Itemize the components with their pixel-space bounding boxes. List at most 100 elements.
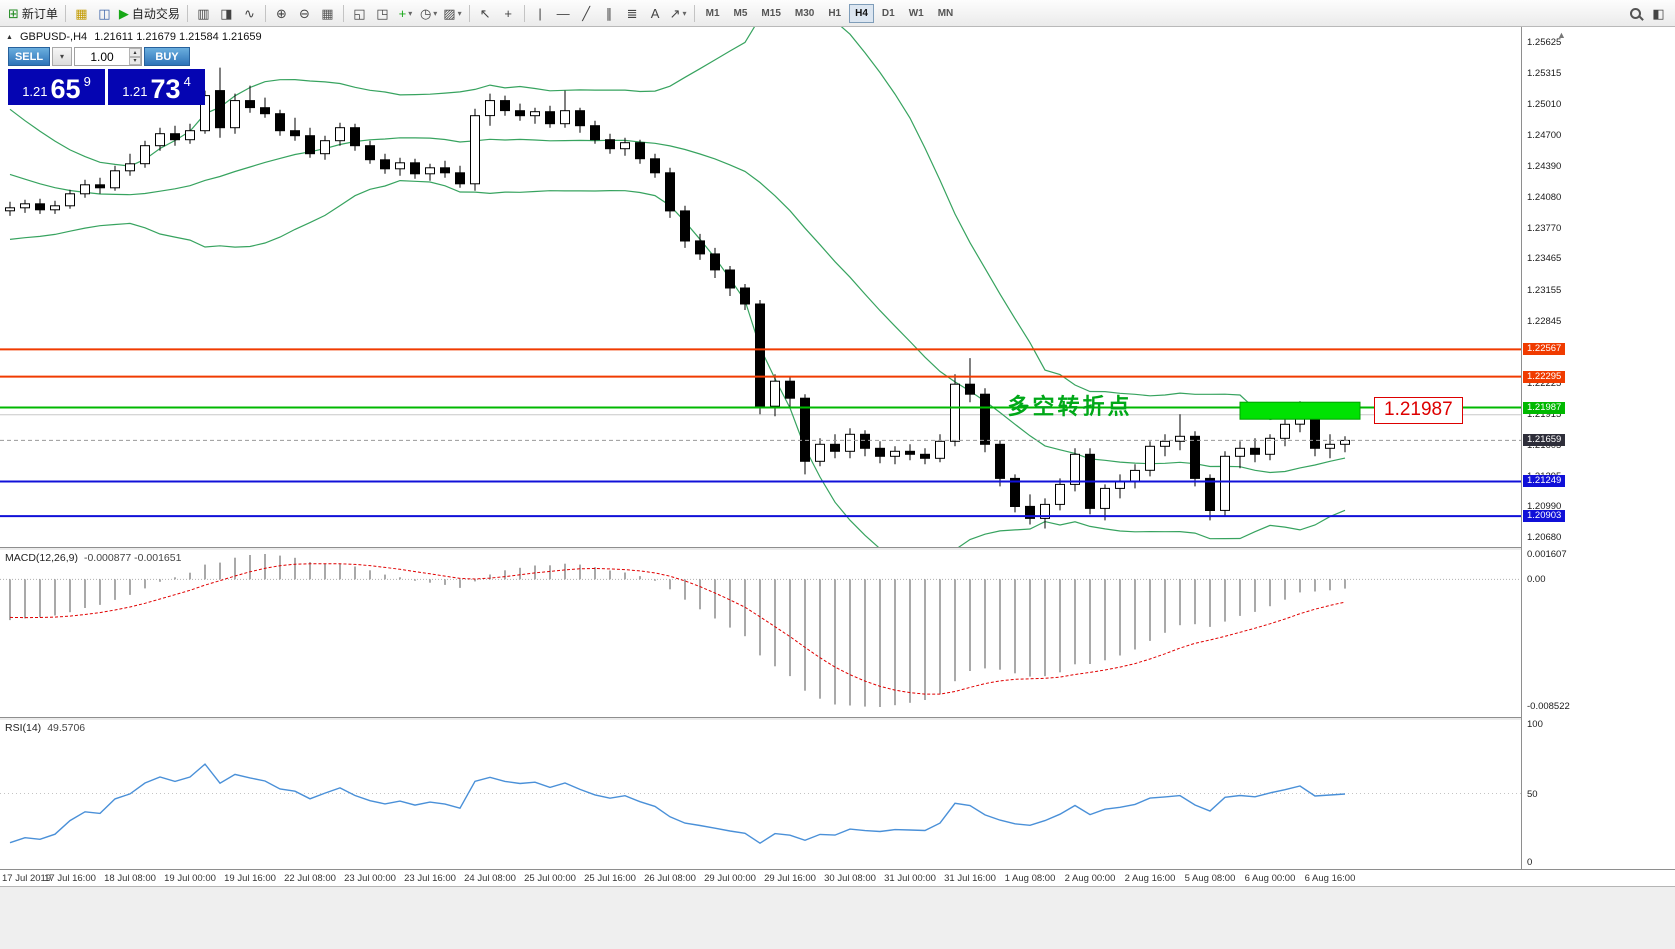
- vertical-line-tool-button[interactable]: |: [529, 3, 552, 24]
- buy-price-prefix: 1.21: [122, 84, 148, 99]
- sell-quote[interactable]: 1.21 65 9: [8, 69, 105, 105]
- time-label: 23 Jul 00:00: [344, 873, 396, 884]
- zoom-out-button[interactable]: ⊖: [293, 3, 316, 24]
- volume-input[interactable]: [74, 47, 142, 66]
- shapes-tool-icon: ↗: [669, 5, 681, 21]
- timeframe-mn[interactable]: MN: [937, 7, 954, 19]
- buy-price-pipette: 4: [183, 74, 191, 89]
- timeframe-h1[interactable]: H1: [828, 7, 842, 19]
- tile-windows-button[interactable]: ◱: [348, 3, 371, 24]
- macd-name: MACD(12,26,9): [5, 552, 78, 564]
- volume-down-button[interactable]: ▾: [129, 56, 141, 65]
- rsi-label: RSI(14) 49.5706: [5, 722, 85, 734]
- timeframe-w1[interactable]: W1: [908, 7, 924, 19]
- time-label: 19 Jul 16:00: [224, 873, 276, 884]
- rsi-name: RSI(14): [5, 722, 42, 734]
- candlestick-mode-button[interactable]: ◨: [215, 3, 238, 24]
- new-order-label: 新订单: [21, 6, 58, 21]
- new-order-button[interactable]: ⊞ 新订单: [5, 3, 61, 24]
- line-chart-mode-button[interactable]: ∿: [238, 3, 261, 24]
- cascade-windows-icon: ◳: [376, 5, 389, 21]
- scroll-up-icon[interactable]: ▲: [1557, 30, 1566, 40]
- chevron-down-icon: ▾: [457, 8, 462, 18]
- shapes-tool-button[interactable]: ↗ ▾: [667, 3, 690, 24]
- crosshair-tool-button[interactable]: +: [497, 3, 520, 24]
- cascade-windows-button[interactable]: ◳: [371, 3, 394, 24]
- cursor-tool-icon: ↖: [479, 5, 491, 21]
- price-callout-label[interactable]: 1.21987: [1374, 396, 1463, 424]
- panel-divider-main-macd[interactable]: [0, 547, 1675, 550]
- grid-toggle-button[interactable]: ▦: [316, 3, 339, 24]
- timeframe-m15[interactable]: M15: [761, 7, 781, 19]
- price-tick-label: 1.25010: [1527, 98, 1562, 110]
- search-button[interactable]: [1624, 3, 1647, 24]
- candles: [5, 67, 1350, 529]
- time-label: 23 Jul 16:00: [404, 873, 456, 884]
- trendline-tool-button[interactable]: ╱: [575, 3, 598, 24]
- rsi-scale-label: 100: [1527, 719, 1543, 730]
- time-label: 25 Jul 16:00: [584, 873, 636, 884]
- timeframe-m5[interactable]: M5: [733, 7, 748, 19]
- time-label: 6 Aug 16:00: [1304, 873, 1356, 884]
- templates-menu-button[interactable]: ▨ ▾: [440, 3, 464, 24]
- rsi-scale-label: 50: [1527, 788, 1538, 800]
- trendline-tool-icon: ╱: [582, 5, 591, 21]
- macd-panel[interactable]: [0, 550, 1521, 717]
- periods-menu-button[interactable]: ◷ ▾: [417, 3, 440, 24]
- zoom-in-icon: ⊕: [275, 5, 287, 21]
- price-axis[interactable]: ▲ 1.25625 1.25315 1.25010 1.24700 1.24390 1.2…: [1521, 27, 1675, 886]
- volume-up-button[interactable]: ▴: [129, 48, 141, 57]
- macd-scale-label: -0.008522: [1527, 701, 1570, 712]
- price-level-badge: 1.20903: [1523, 510, 1566, 523]
- annotation-text[interactable]: 多空转折点: [1007, 393, 1133, 419]
- rsi-panel[interactable]: [0, 720, 1521, 869]
- time-label: 19 Jul 00:00: [164, 873, 216, 884]
- price-tick-label: 1.24080: [1527, 191, 1562, 203]
- time-label: 31 Jul 16:00: [944, 873, 996, 884]
- price-level-badge: 1.21987: [1523, 401, 1566, 414]
- charts-profile-icon: ▦: [75, 5, 88, 21]
- price-tick-label: 1.24700: [1527, 129, 1562, 141]
- cursor-tool-button[interactable]: ↖: [474, 3, 497, 24]
- price-tick-label: 1.24390: [1527, 160, 1562, 172]
- timeframe-h4[interactable]: H4: [849, 3, 874, 23]
- indicators-menu-button[interactable]: + ▾: [394, 3, 417, 24]
- time-label: 24 Jul 08:00: [464, 873, 516, 884]
- main-chart[interactable]: [0, 27, 1521, 547]
- text-tool-icon: A: [650, 5, 660, 21]
- toolbar-separator: [264, 4, 266, 22]
- time-axis[interactable]: 17 Jul 2019 17 Jul 16:00 18 Jul 08:00 19 Ju…: [0, 869, 1675, 886]
- chart-area[interactable]: ▲ GBPUSD-,H4 1.21611 1.21679 1.21584 1.2…: [0, 27, 1521, 547]
- text-tool-button[interactable]: A: [644, 3, 667, 24]
- chart-header: ▲ GBPUSD-,H4 1.21611 1.21679 1.21584 1.2…: [6, 31, 262, 43]
- bar-chart-mode-icon: ▥: [197, 5, 210, 21]
- buy-quote[interactable]: 1.21 73 4: [108, 69, 205, 105]
- market-panel-icon: ◧: [1652, 5, 1665, 21]
- symbol-marker-icon: ▲: [6, 33, 13, 41]
- horizontal-line-tool-button[interactable]: —: [552, 3, 575, 24]
- panel-divider-macd-rsi[interactable]: [0, 717, 1675, 720]
- highlight-rectangle[interactable]: [1239, 401, 1361, 420]
- timeframe-m1[interactable]: M1: [705, 7, 720, 19]
- macd-histogram: [9, 554, 1346, 707]
- buy-button[interactable]: BUY: [144, 47, 190, 66]
- price-tick-label: 1.25625: [1527, 37, 1562, 49]
- channel-tool-button[interactable]: ∥: [598, 3, 621, 24]
- rsi-value: 49.5706: [47, 722, 86, 734]
- price-level-badge: 1.22567: [1523, 343, 1566, 356]
- bar-chart-mode-button[interactable]: ▥: [192, 3, 215, 24]
- auto-trading-button[interactable]: ▶ 自动交易: [116, 3, 183, 24]
- macd-label: MACD(12,26,9) -0.000877 -0.001651: [5, 552, 181, 564]
- timeframe-d1[interactable]: D1: [881, 7, 895, 19]
- current-price-badge: 1.21659: [1523, 434, 1566, 447]
- fibonacci-tool-button[interactable]: ≣: [621, 3, 644, 24]
- sell-button[interactable]: SELL: [8, 47, 50, 66]
- zoom-in-button[interactable]: ⊕: [270, 3, 293, 24]
- timeframe-m30[interactable]: M30: [794, 7, 815, 19]
- window-list-button[interactable]: ◫: [93, 3, 116, 24]
- charts-profile-button[interactable]: ▦: [70, 3, 93, 24]
- volume-options-button[interactable]: ▾: [52, 47, 72, 66]
- market-panel-button[interactable]: ◧: [1647, 3, 1670, 24]
- horizontal-line-tool-icon: —: [556, 5, 570, 21]
